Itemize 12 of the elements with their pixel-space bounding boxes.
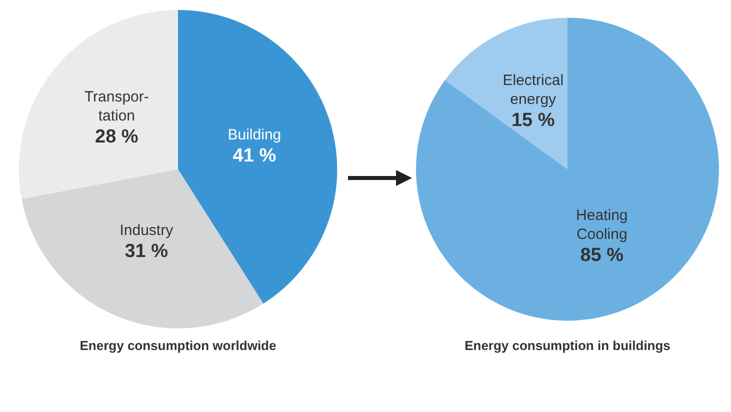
data-label: 15 % xyxy=(511,110,555,131)
data-label: 85 % xyxy=(580,244,624,266)
text: Energy consumption in buildings xyxy=(464,338,670,353)
slice-label: Electrical energy xyxy=(502,72,564,108)
slice-label: Industry xyxy=(120,222,174,239)
data-label: 31 % xyxy=(124,240,168,262)
data-label: 28 % xyxy=(95,126,138,148)
data-label: 41 % xyxy=(232,146,276,167)
text: Energy consumption worldwide xyxy=(80,338,276,353)
slice-label: Building xyxy=(228,126,282,144)
slice-label: Transpor- tation xyxy=(84,88,149,125)
slice-label: Heating Cooling xyxy=(576,206,628,243)
